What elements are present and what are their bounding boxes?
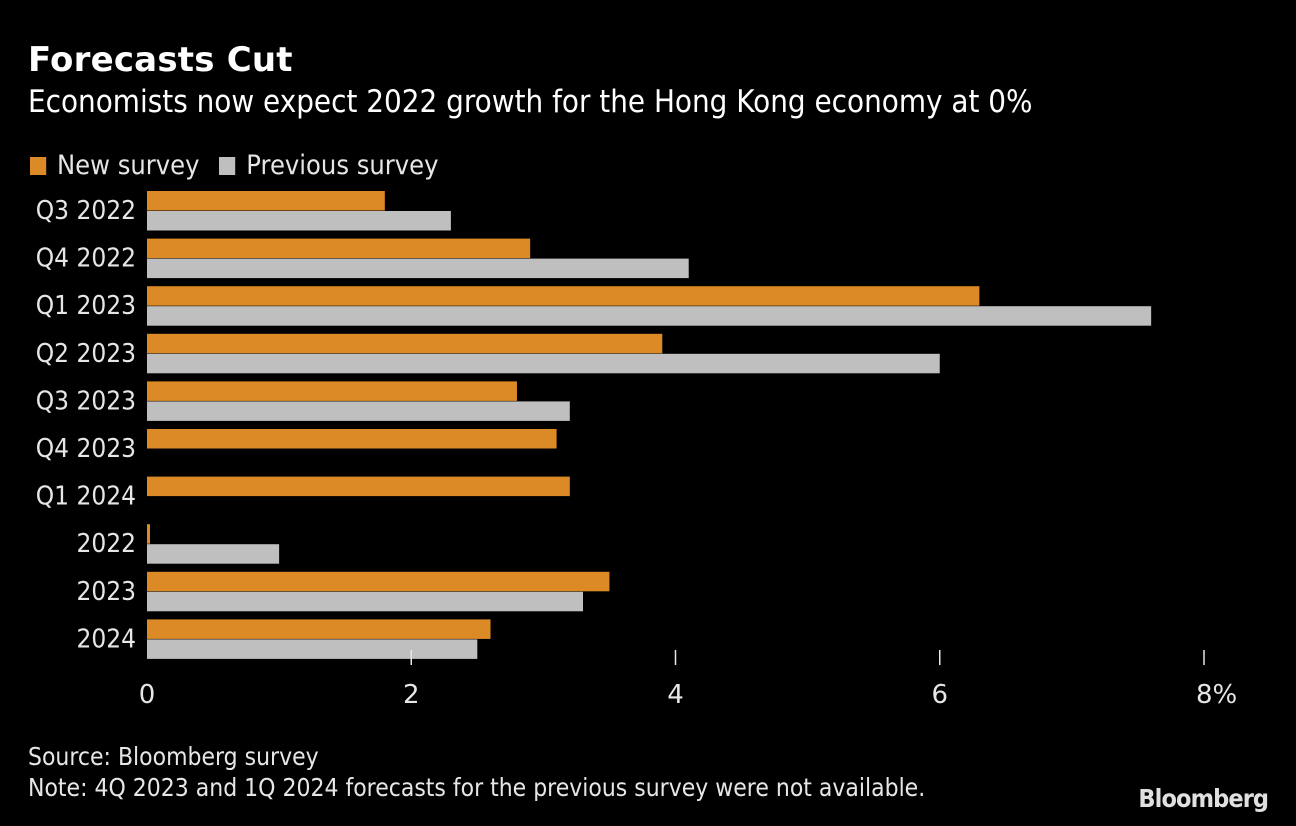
- category-label: 2024: [76, 623, 136, 653]
- legend-label-new-survey: New survey: [57, 150, 200, 181]
- bar-previous-survey: [147, 353, 940, 374]
- bar-previous-survey: [147, 401, 570, 421]
- x-tick-label: 6: [931, 680, 948, 710]
- legend-swatch-new-survey: [30, 156, 47, 175]
- category-label: Q1 2024: [36, 480, 136, 510]
- source-note: Source: Bloomberg survey: [28, 742, 319, 771]
- category-label: 2023: [76, 576, 136, 606]
- legend-item-new-survey: New survey: [30, 150, 199, 181]
- bar-previous-survey: [147, 544, 280, 564]
- bar-new-survey: [147, 619, 491, 639]
- category-label: Q3 2023: [36, 385, 136, 415]
- category-label: Q1 2023: [36, 290, 136, 320]
- bar-new-survey: [147, 524, 150, 544]
- bloomberg-logo: Bloomberg: [1138, 784, 1269, 813]
- bar-new-survey: [147, 571, 610, 592]
- bar-new-survey: [147, 476, 570, 497]
- legend: New survey Previous survey: [30, 150, 458, 181]
- x-tick-label: 4: [667, 680, 684, 710]
- category-label: Q3 2022: [36, 195, 136, 225]
- bar-new-survey: [147, 238, 531, 259]
- bar-new-survey: [147, 191, 385, 211]
- bar-previous-survey: [147, 258, 689, 279]
- legend-swatch-previous-survey: [219, 156, 236, 175]
- chart-subtitle: Economists now expect 2022 growth for th…: [28, 84, 1033, 120]
- bar-previous-survey: [147, 211, 451, 231]
- bar-new-survey: [147, 333, 663, 354]
- bar-new-survey: [147, 381, 517, 401]
- bar-previous-survey: [147, 639, 478, 659]
- category-label: 2022: [76, 528, 136, 558]
- chart-title: Forecasts Cut: [28, 40, 293, 80]
- x-tick-label: 0: [139, 680, 156, 710]
- footnote: Note: 4Q 2023 and 1Q 2024 forecasts for …: [28, 773, 926, 802]
- category-label: Q4 2023: [36, 433, 136, 463]
- bar-new-survey: [147, 429, 557, 449]
- category-label: Q2 2023: [36, 338, 136, 368]
- x-tick-label: 8%: [1196, 680, 1237, 710]
- bar-previous-survey: [147, 591, 584, 612]
- bar-new-survey: [147, 286, 980, 306]
- bar-previous-survey: [147, 306, 1152, 326]
- category-label: Q4 2022: [36, 242, 136, 272]
- legend-label-previous-survey: Previous survey: [246, 150, 439, 181]
- x-tick-label: 2: [403, 680, 420, 710]
- legend-item-previous-survey: Previous survey: [219, 150, 438, 181]
